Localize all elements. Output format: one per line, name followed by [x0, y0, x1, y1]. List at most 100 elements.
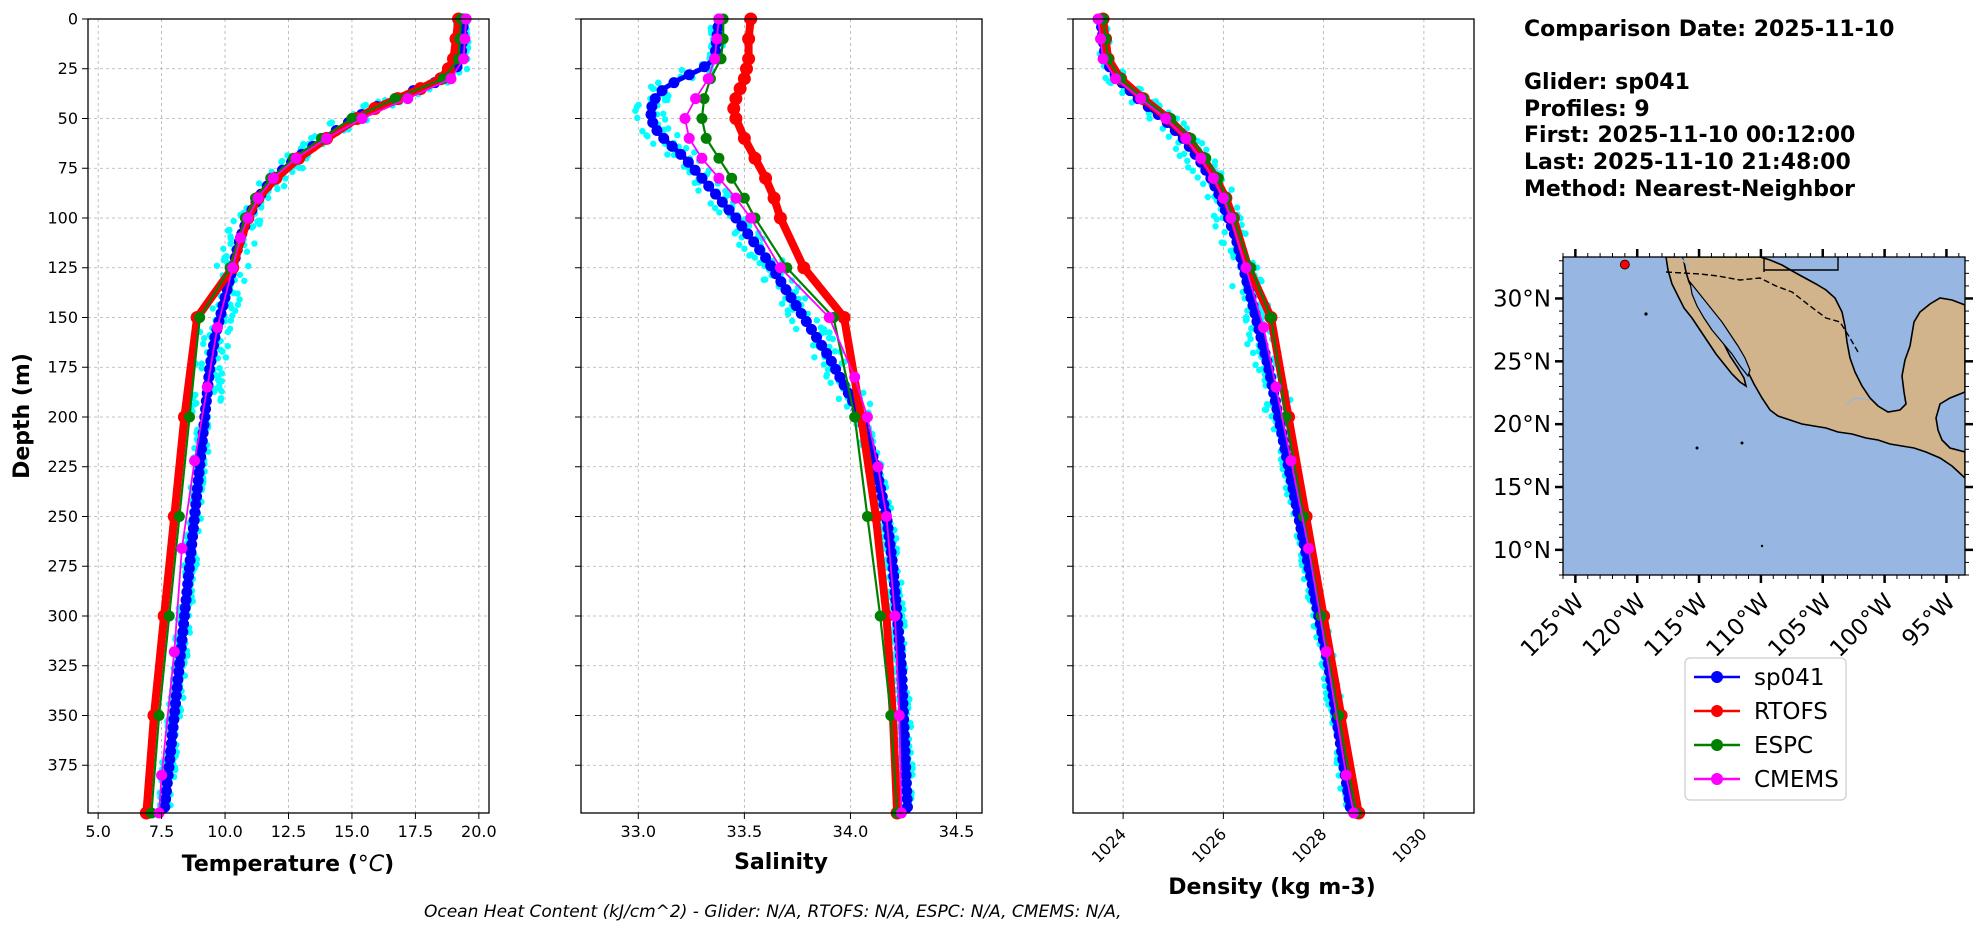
- raw-glider-point: [664, 96, 671, 104]
- x-tick-label: 34.0: [833, 822, 869, 841]
- cmems-point: [679, 112, 691, 124]
- map-island-1: [1644, 312, 1648, 316]
- raw-glider-point: [1189, 167, 1196, 175]
- espc-point: [696, 112, 708, 124]
- sp041-point: [821, 347, 833, 359]
- sp041-point: [800, 315, 812, 327]
- raw-glider-point: [227, 235, 235, 242]
- sp041-point: [170, 690, 182, 702]
- rtofs-point: [441, 62, 455, 76]
- sp041-point: [182, 578, 194, 590]
- raw-glider-point: [241, 277, 248, 285]
- cmems-point: [823, 311, 835, 323]
- rtofs-point: [773, 211, 787, 225]
- raw-glider-point: [227, 317, 235, 324]
- sp041-point: [775, 276, 787, 288]
- sp041-point: [689, 164, 701, 176]
- rtofs-point: [869, 509, 883, 523]
- sp041-point: [187, 530, 199, 542]
- sp041-point: [900, 777, 912, 789]
- raw-glider-point: [756, 259, 763, 267]
- temperature-xlabel: Temperature (°C): [182, 852, 394, 877]
- raw-glider-point: [813, 317, 821, 324]
- raw-glider-point: [308, 134, 315, 142]
- y-tick-label: 250: [47, 507, 78, 526]
- espc-point: [885, 709, 897, 721]
- cmems-point: [1225, 212, 1237, 224]
- raw-glider-point: [827, 379, 834, 386]
- sp041-point: [896, 666, 908, 678]
- raw-glider-point: [674, 132, 681, 139]
- espc-point: [726, 172, 738, 184]
- raw-glider-point: [1259, 310, 1266, 318]
- sp041-point: [167, 721, 179, 733]
- legend: sp041 RTOFS ESPC CMEMS: [1684, 657, 1847, 801]
- raw-glider-point: [661, 116, 669, 123]
- raw-glider-point: [243, 248, 251, 255]
- cmems-point: [267, 172, 279, 184]
- espc-point: [738, 192, 750, 204]
- raw-glider-point: [236, 271, 244, 278]
- y-tick-label: 325: [47, 656, 78, 675]
- density-xlabel: Density (kg m-3): [1168, 875, 1376, 900]
- rtofs-point: [739, 62, 753, 76]
- rtofs-point: [729, 111, 743, 125]
- map-longitude-label: 120°W: [1578, 589, 1652, 663]
- cmems-point: [227, 262, 239, 274]
- sp041-point: [901, 785, 913, 797]
- density-yticks: [1067, 18, 1073, 766]
- espc-point: [1315, 610, 1327, 622]
- cmems-point: [445, 73, 457, 85]
- sp041-point: [742, 228, 754, 240]
- raw-glider-point: [255, 180, 263, 187]
- raw-glider-point: [829, 335, 837, 343]
- map-land-mexico: [1664, 257, 1965, 480]
- salinity-panel: 33.0 33.5 34.0 34.5 Salinity: [575, 12, 983, 875]
- espc-point: [389, 93, 401, 105]
- raw-glider-point: [215, 377, 222, 385]
- temperature-series: [139, 12, 472, 820]
- sp041-point: [172, 674, 184, 686]
- x-tick-label: 34.5: [939, 822, 975, 841]
- cmems-point: [234, 232, 246, 244]
- sp041-point: [683, 69, 695, 81]
- sp041-point: [177, 626, 189, 638]
- y-tick-label: 150: [47, 308, 78, 327]
- sp041-point: [188, 514, 200, 526]
- temperature-panel: 5.0 7.5 10.0 12.5 15.0 17.5 20.0 0 25 50 75 100 125…: [10, 10, 497, 878]
- cmems-point: [1285, 455, 1297, 467]
- sp041-point: [165, 745, 177, 757]
- cmems-point: [211, 321, 223, 333]
- density-panel: 1024 1026 1028 1030 Density (kg m-3): [1067, 12, 1475, 900]
- sp041-point: [897, 690, 909, 702]
- map-latitude-label: 30°N: [1493, 286, 1551, 312]
- sp041-point: [748, 236, 760, 248]
- raw-glider-point: [691, 149, 698, 156]
- raw-glider-point: [843, 403, 851, 410]
- sp041-point: [646, 101, 658, 113]
- cmems-point: [849, 371, 861, 383]
- density-axes-frame: [1072, 18, 1475, 814]
- raw-glider-point: [634, 114, 641, 122]
- sp041-point: [161, 777, 173, 789]
- raw-glider-point: [820, 361, 828, 368]
- cmems-point: [356, 112, 368, 124]
- sp041-point: [666, 140, 678, 152]
- rtofs-point: [733, 82, 747, 96]
- salinity-series: [645, 12, 913, 820]
- y-tick-label: 275: [47, 557, 78, 576]
- raw-glider-point: [1172, 145, 1180, 152]
- method: Method: Nearest-Neighbor: [1524, 177, 1855, 202]
- raw-glider-point: [220, 245, 227, 252]
- cmems-point: [711, 33, 723, 45]
- raw-glider-point: [811, 354, 818, 361]
- raw-glider-point: [736, 241, 743, 248]
- cmems-point: [745, 212, 757, 224]
- raw-glider-point: [1263, 406, 1270, 413]
- rtofs-point: [767, 191, 781, 205]
- sp041-line: [1098, 18, 1354, 814]
- rtofs-point: [748, 151, 762, 165]
- map-latitude-ticks: 30°N 25°N 20°N 15°N 10°N: [1493, 286, 1973, 564]
- raw-glider-point: [218, 388, 225, 395]
- sp041-point: [178, 618, 190, 630]
